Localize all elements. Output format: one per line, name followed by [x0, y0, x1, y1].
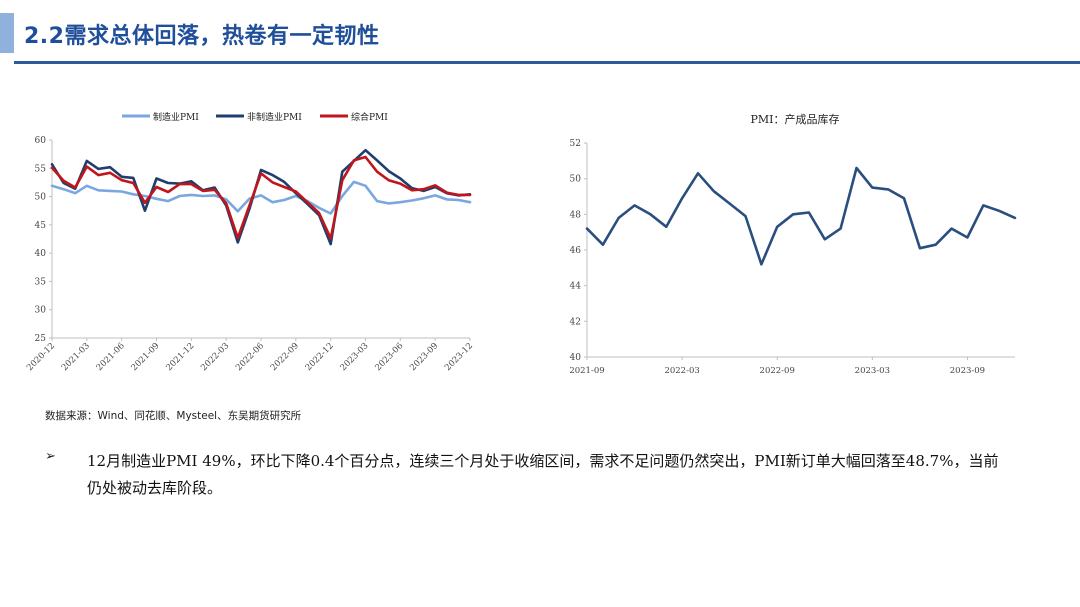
- chart1-legend: 制造业PMI 非制造业PMI 综合PMI: [122, 111, 388, 123]
- header-accent-bar: [0, 13, 14, 53]
- y-tick-label: 35: [35, 277, 47, 287]
- chart2-title: PMI：产成品库存: [750, 112, 839, 126]
- source-note: 数据来源：Wind、同花顺、Mysteel、东吴期货研究所: [45, 410, 302, 422]
- y-tick-label: 40: [570, 353, 582, 363]
- y-tick-label: 52: [570, 139, 581, 149]
- y-tick-label: 48: [570, 210, 582, 220]
- y-tick-label: 44: [570, 282, 582, 292]
- x-tick-label: 2021-09: [130, 341, 162, 373]
- chart1-x-axis: 2020-12 2021-03 2021-06 2021-09 2021-12 2022-…: [25, 337, 475, 373]
- x-tick-label: 2023-03: [339, 341, 371, 373]
- series-line: [50, 155, 472, 240]
- x-tick-label: 2021-09: [569, 366, 604, 376]
- y-tick-label: 45: [35, 221, 47, 231]
- y-tick-label: 46: [570, 246, 582, 256]
- y-tick-label: 42: [570, 317, 581, 327]
- x-tick-label: 2023-03: [855, 366, 890, 376]
- x-tick-label: 2022-03: [664, 366, 699, 376]
- legend-label-composite: 综合PMI: [351, 111, 388, 123]
- x-tick-label: 2021-06: [95, 341, 127, 373]
- x-tick-label: 2023-12: [443, 341, 475, 373]
- y-tick-label: 50: [35, 193, 47, 203]
- x-tick-label: 2020-12: [25, 341, 57, 373]
- x-tick-label: 2023-09: [408, 341, 440, 373]
- bullet-text: 12月制造业PMI 49%，环比下降0.4个百分点，连续三个月处于收缩区间，需求…: [87, 452, 999, 497]
- legend-label-manufacturing: 制造业PMI: [153, 111, 199, 123]
- x-tick-label: 2022-09: [760, 366, 795, 376]
- pmi-comparison-chart: 制造业PMI 非制造业PMI 综合PMI 25 30 35 40 45 50 55 60 20…: [25, 111, 475, 373]
- x-tick-label: 2022-09: [269, 341, 301, 373]
- x-tick-label: 2022-12: [304, 341, 336, 373]
- y-tick-label: 25: [35, 334, 47, 344]
- y-tick-label: 40: [35, 249, 47, 259]
- y-tick-label: 60: [35, 136, 47, 146]
- x-tick-label: 2022-03: [199, 341, 231, 373]
- chart2-x-axis: 2021-09 2022-03 2022-09 2023-03 2023-09: [569, 356, 1015, 376]
- y-tick-label: 50: [570, 175, 582, 185]
- chart1-y-axis: 25 30 35 40 45 50 55 60: [35, 136, 53, 344]
- y-tick-label: 30: [35, 306, 47, 316]
- series-line: [50, 148, 472, 246]
- series-line: [585, 166, 1017, 266]
- page-title: 2.2需求总体回落，热卷有一定韧性: [24, 24, 380, 49]
- x-tick-label: 2022-06: [234, 341, 266, 373]
- chart1-series: [50, 148, 472, 246]
- series-line: [50, 180, 472, 215]
- y-tick-label: 55: [35, 164, 47, 174]
- chart2-y-axis: 40 42 44 46 48 50 52: [570, 139, 588, 363]
- x-tick-label: 2023-09: [950, 366, 985, 376]
- header-divider: [14, 61, 1080, 64]
- legend-label-nonmanufacturing: 非制造业PMI: [247, 111, 302, 123]
- x-tick-label: 2021-12: [164, 341, 196, 373]
- x-tick-label: 2021-03: [60, 341, 92, 373]
- bullet-arrow-icon: ➢: [45, 449, 56, 464]
- chart2-series: [585, 166, 1017, 266]
- x-tick-label: 2023-06: [373, 341, 405, 373]
- slide-header: 2.2需求总体回落，热卷有一定韧性: [0, 0, 1080, 66]
